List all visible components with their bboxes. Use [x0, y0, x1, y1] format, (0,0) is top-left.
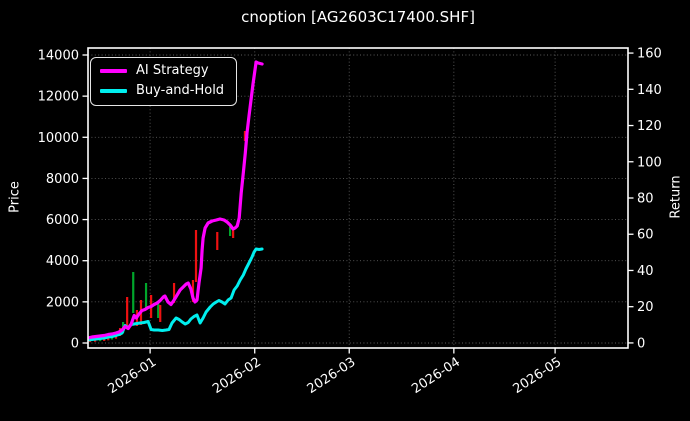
legend-label-ai-strategy: AI Strategy — [136, 63, 209, 78]
date-tick-label: 2026-03 — [305, 355, 359, 397]
legend-item-buy-and-hold: Buy-and-Hold — [100, 84, 224, 98]
price-tick-label: 14000 — [38, 48, 79, 63]
return-tick-label: 60 — [637, 228, 654, 243]
legend-label-buy-and-hold: Buy-and-Hold — [136, 83, 225, 98]
date-tick-label: 2026-01 — [106, 355, 160, 397]
legend-item-ai-strategy: AI Strategy — [100, 64, 224, 78]
return-tick-label: 20 — [637, 300, 654, 315]
return-tick-label: 80 — [637, 192, 654, 207]
ai-strategy-line-swatch — [100, 69, 127, 73]
return-tick-label: 40 — [637, 264, 654, 279]
return-tick-label: 100 — [637, 155, 662, 170]
price-tick-label: 8000 — [46, 172, 79, 187]
return-tick-label: 140 — [637, 83, 662, 98]
price-tick-label: 0 — [71, 337, 79, 352]
chart-title: cnoption [AG2603C17400.SHF] — [241, 8, 475, 26]
date-tick-label: 2026-05 — [511, 355, 565, 397]
chart-legend: AI Strategy Buy-and-Hold — [90, 57, 238, 106]
return-tick-label: 160 — [637, 47, 662, 62]
price-tick-label: 2000 — [46, 295, 79, 310]
date-tick-label: 2026-04 — [409, 355, 463, 397]
return-tick-label: 0 — [637, 336, 645, 351]
price-tick-label: 4000 — [46, 254, 79, 269]
return-tick-label: 120 — [637, 119, 662, 134]
date-tick-label: 2026-02 — [210, 355, 264, 397]
series-line-ai-strategy — [88, 60, 264, 340]
price-tick-label: 12000 — [38, 90, 79, 105]
buy-and-hold-line-swatch — [100, 89, 127, 93]
price-tick-label: 10000 — [38, 131, 79, 146]
price-tick-label: 6000 — [46, 213, 79, 228]
series-line-buy-and-hold — [88, 247, 264, 342]
